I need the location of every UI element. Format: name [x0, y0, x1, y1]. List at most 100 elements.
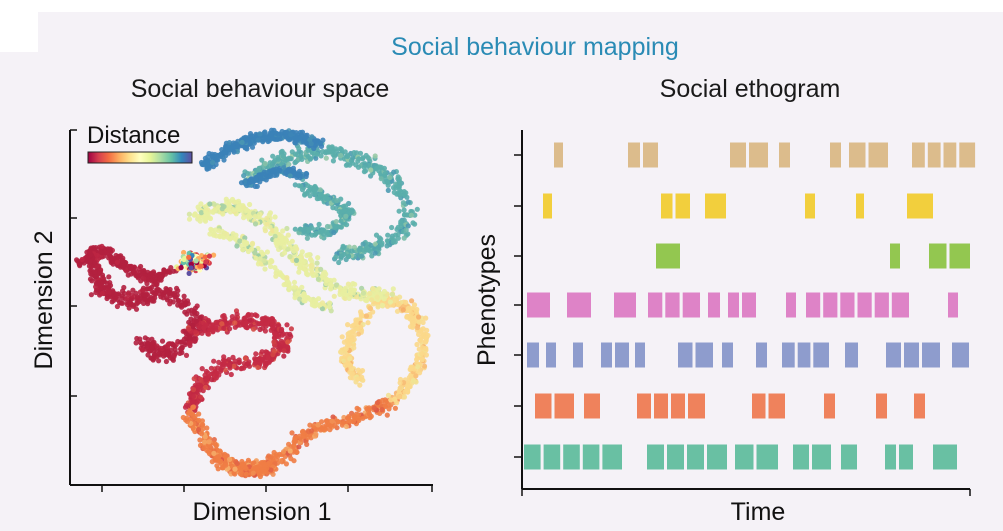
scatter-point: [391, 189, 397, 195]
scatter-point: [313, 431, 319, 437]
scatter-point: [201, 445, 207, 451]
scatter-point: [250, 326, 257, 332]
scatter-point: [328, 308, 334, 314]
scatter-point: [367, 290, 373, 296]
scatter-point: [221, 325, 227, 331]
ethogram-event: [647, 444, 664, 470]
scatter-point: [396, 208, 402, 214]
scatter-point: [379, 302, 386, 308]
scatter-point: [227, 236, 233, 242]
scatter-point: [119, 257, 126, 264]
scatter-point: [286, 155, 292, 161]
scatter-point: [368, 167, 374, 173]
scatter-point: [308, 225, 315, 231]
scatter-point: [416, 331, 422, 337]
scatter-point: [299, 156, 305, 162]
scatter-point: [198, 263, 204, 269]
scatter-point: [207, 215, 214, 222]
scatter-point: [221, 234, 227, 240]
scatter-point: [410, 377, 416, 384]
scatter-point: [327, 300, 333, 306]
scatter-point: [242, 321, 248, 327]
scatter-point: [224, 207, 230, 213]
scatter-point: [318, 192, 325, 198]
scatter-point: [262, 161, 268, 167]
scatter-point: [249, 312, 255, 318]
scatter-point: [307, 156, 313, 162]
scatter-point: [92, 260, 98, 266]
scatter-point: [226, 320, 232, 326]
scatter-point: [347, 162, 353, 168]
ethogram-title: Social ethogram: [659, 75, 841, 103]
ethogram-y-label: Phenotypes: [473, 234, 501, 366]
scatter-point: [150, 269, 157, 275]
scatter-point: [220, 211, 226, 217]
scatter-point: [305, 434, 311, 440]
scatter-point: [104, 280, 110, 286]
scatter-point: [291, 169, 297, 175]
scatter-point: [92, 274, 99, 280]
scatter-point: [384, 412, 390, 418]
ethogram-event: [845, 342, 858, 368]
scatter-point: [212, 207, 218, 213]
ethogram-event: [823, 292, 838, 318]
scatter-point: [170, 357, 176, 363]
scatter-point: [121, 290, 127, 297]
scatter-point: [408, 316, 414, 322]
scatter-point: [423, 352, 429, 358]
scatter-point: [292, 437, 298, 443]
scatter-point: [349, 248, 355, 254]
scatter-point: [291, 248, 297, 254]
scatter-point: [111, 297, 117, 303]
scatter-point: [323, 276, 329, 282]
scatter-point: [404, 387, 410, 394]
ethogram-event: [543, 193, 552, 219]
scatter-point: [381, 296, 387, 302]
scatter-y-label: Dimension 2: [30, 231, 58, 370]
ethogram-panel: Time Phenotypes: [473, 130, 976, 526]
scatter-point: [205, 331, 211, 337]
scatter-point: [408, 212, 414, 218]
scatter-point: [307, 193, 313, 199]
scatter-point: [165, 268, 172, 274]
scatter-point: [264, 465, 270, 471]
ethogram-event: [756, 342, 767, 368]
scatter-point: [202, 316, 209, 322]
scatter-point: [306, 252, 312, 258]
scatter-point: [301, 293, 307, 299]
scatter-point: [379, 240, 385, 246]
scatter-point: [318, 153, 324, 159]
scatter-point: [106, 246, 112, 252]
ethogram-event: [793, 444, 809, 470]
scatter-point: [149, 344, 155, 350]
scatter-point: [297, 136, 303, 142]
scatter-point: [357, 369, 363, 375]
scatter-point: [232, 320, 238, 326]
scatter-point: [343, 213, 349, 219]
scatter-point: [343, 292, 350, 298]
scatter-point: [241, 239, 247, 245]
scatter-point: [331, 153, 337, 159]
scatter-point: [328, 282, 334, 288]
scatter-point: [303, 170, 309, 177]
scatter-point: [148, 278, 154, 284]
scatter-point: [390, 286, 396, 292]
scatter-point: [262, 228, 268, 234]
scatter-point: [239, 461, 245, 467]
ethogram-event: [678, 342, 693, 368]
scatter-point: [207, 201, 213, 207]
main-title: Social behaviour mapping: [391, 33, 679, 61]
scatter-point: [131, 270, 137, 276]
scatter-point: [260, 316, 267, 323]
scatter-point: [87, 276, 94, 282]
scatter-point: [375, 304, 381, 310]
scatter-point: [251, 460, 257, 466]
scatter-point: [178, 347, 184, 353]
scatter-point: [347, 356, 353, 362]
scatter-point: [350, 328, 357, 334]
scatter-point: [384, 243, 390, 249]
scatter-point: [315, 276, 321, 282]
scatter-point: [388, 397, 394, 403]
scatter-point: [268, 257, 274, 264]
scatter-point: [406, 383, 412, 389]
